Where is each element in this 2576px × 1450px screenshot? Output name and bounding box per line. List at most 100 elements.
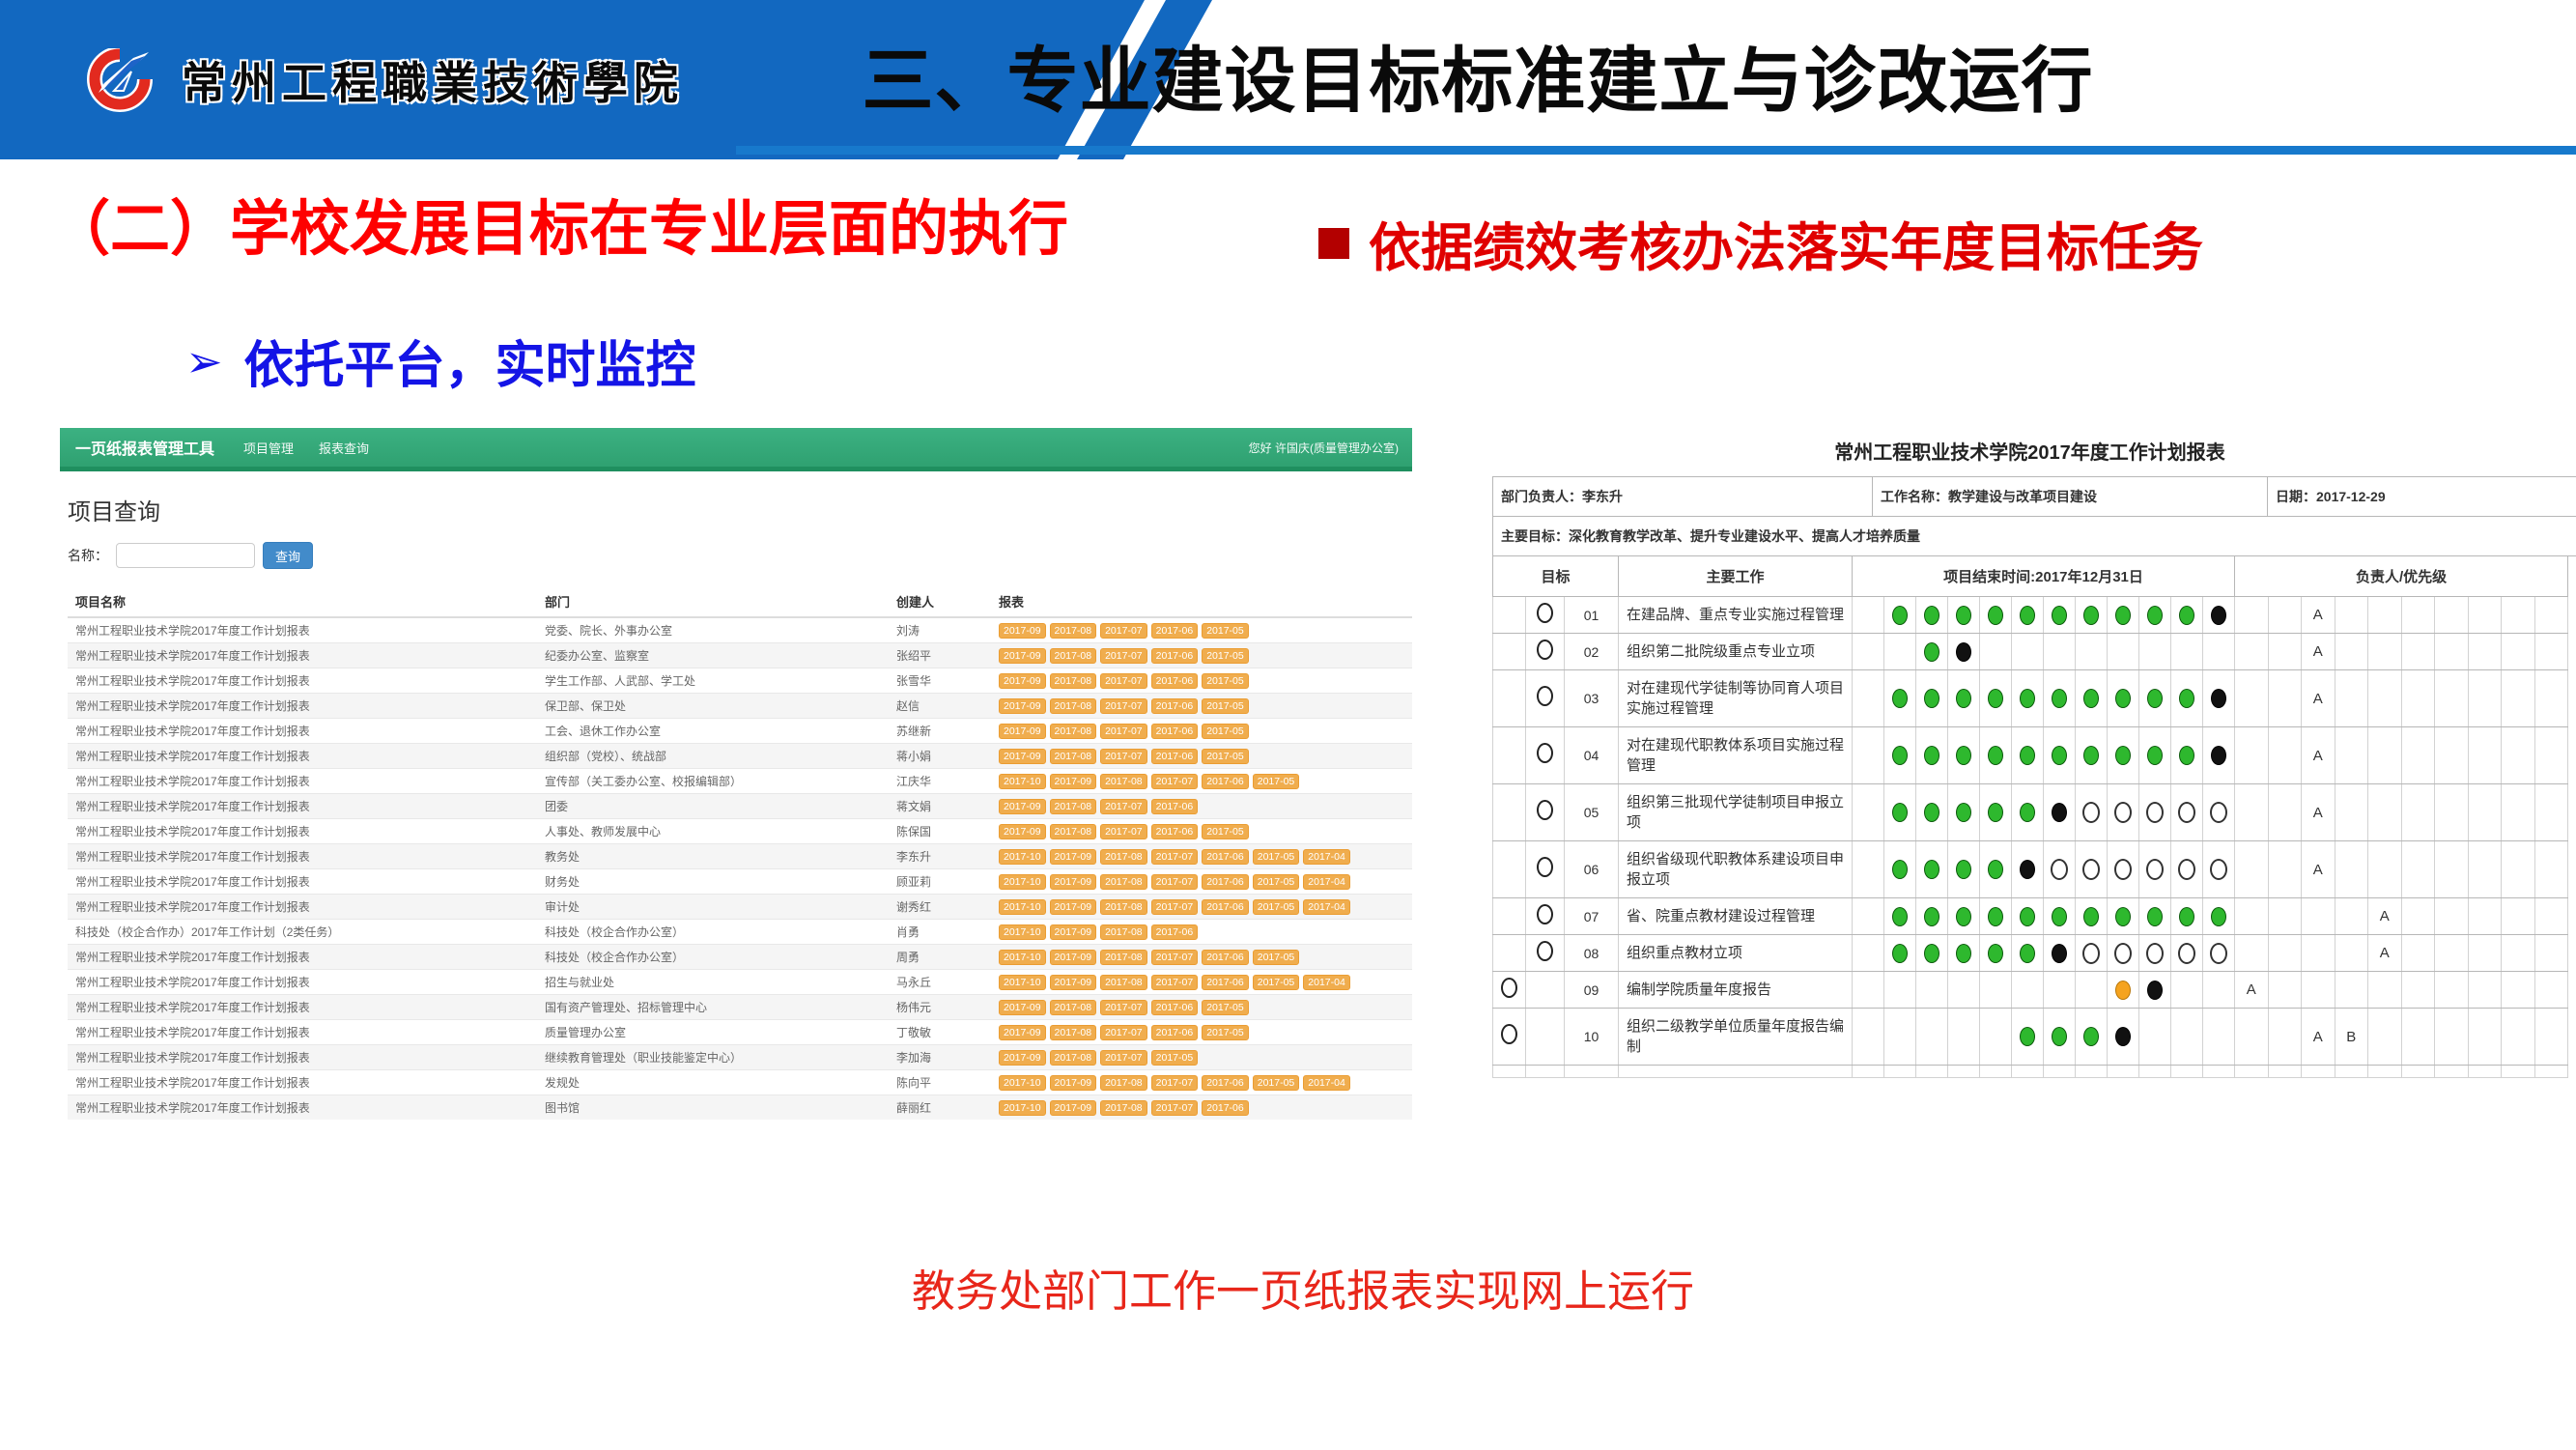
- nav-item-project-manage[interactable]: 项目管理: [243, 441, 295, 456]
- project-name-cell[interactable]: 常州工程职业技术学院2017年度工作计划报表: [68, 1019, 537, 1045]
- report-month-badge[interactable]: 2017-06: [1150, 697, 1199, 714]
- project-name-cell[interactable]: 常州工程职业技术学院2017年度工作计划报表: [68, 1044, 537, 1070]
- report-month-badge[interactable]: 2017-07: [1100, 723, 1147, 739]
- report-month-badge[interactable]: 2017-06: [1150, 823, 1199, 839]
- report-month-badge[interactable]: 2017-08: [1049, 999, 1097, 1015]
- project-name-cell[interactable]: 常州工程职业技术学院2017年度工作计划报表: [68, 616, 537, 643]
- report-month-badge[interactable]: 2017-09: [1049, 1074, 1097, 1091]
- report-month-badge[interactable]: 2017-07: [1100, 748, 1147, 764]
- report-month-badge[interactable]: 2017-09: [999, 823, 1046, 839]
- report-month-badge[interactable]: 2017-06: [1150, 622, 1199, 639]
- project-name-cell[interactable]: 常州工程职业技术学院2017年度工作计划报表: [68, 969, 537, 995]
- report-month-badge[interactable]: 2017-10: [999, 773, 1046, 789]
- report-month-badge[interactable]: 2017-08: [1100, 949, 1147, 965]
- report-month-badge[interactable]: 2017-06: [1150, 672, 1199, 689]
- report-month-badge[interactable]: 2017-07: [1100, 622, 1147, 639]
- report-month-badge[interactable]: 2017-07: [1150, 848, 1199, 865]
- report-month-badge[interactable]: 2017-09: [1049, 773, 1097, 789]
- report-month-badge[interactable]: 2017-08: [1049, 647, 1097, 664]
- report-month-badge[interactable]: 2017-10: [999, 873, 1046, 890]
- project-name-cell[interactable]: 常州工程职业技术学院2017年度工作计划报表: [68, 668, 537, 694]
- report-month-badge[interactable]: 2017-08: [1049, 798, 1097, 814]
- report-month-badge[interactable]: 2017-05: [1150, 1049, 1199, 1066]
- project-name-cell[interactable]: 常州工程职业技术学院2017年度工作计划报表: [68, 718, 537, 744]
- project-name-cell[interactable]: 常州工程职业技术学院2017年度工作计划报表: [68, 868, 537, 895]
- report-month-badge[interactable]: 2017-05: [1202, 723, 1249, 739]
- report-month-badge[interactable]: 2017-08: [1100, 924, 1147, 940]
- project-name-cell[interactable]: 常州工程职业技术学院2017年度工作计划报表: [68, 793, 537, 819]
- report-month-badge[interactable]: 2017-09: [1049, 949, 1097, 965]
- report-month-badge[interactable]: 2017-05: [1252, 898, 1300, 915]
- report-month-badge[interactable]: 2017-05: [1202, 1024, 1249, 1040]
- report-month-badge[interactable]: 2017-08: [1100, 898, 1147, 915]
- report-month-badge[interactable]: 2017-05: [1252, 873, 1300, 890]
- report-month-badge[interactable]: 2017-10: [999, 848, 1046, 865]
- report-month-badge[interactable]: 2017-10: [999, 974, 1046, 990]
- report-month-badge[interactable]: 2017-06: [1202, 898, 1249, 915]
- report-month-badge[interactable]: 2017-09: [999, 1024, 1046, 1040]
- report-month-badge[interactable]: 2017-09: [999, 999, 1046, 1015]
- report-month-badge[interactable]: 2017-09: [999, 697, 1046, 714]
- report-month-badge[interactable]: 2017-06: [1150, 999, 1199, 1015]
- report-month-badge[interactable]: 2017-07: [1100, 1049, 1147, 1066]
- report-month-badge[interactable]: 2017-08: [1100, 873, 1147, 890]
- project-name-cell[interactable]: 常州工程职业技术学院2017年度工作计划报表: [68, 1069, 537, 1095]
- report-month-badge[interactable]: 2017-04: [1303, 848, 1350, 865]
- report-month-badge[interactable]: 2017-06: [1150, 1024, 1199, 1040]
- nav-item-report-query[interactable]: 报表查询: [319, 441, 370, 456]
- report-month-badge[interactable]: 2017-05: [1202, 622, 1249, 639]
- report-month-badge[interactable]: 2017-08: [1049, 622, 1097, 639]
- report-month-badge[interactable]: 2017-05: [1252, 949, 1300, 965]
- report-month-badge[interactable]: 2017-06: [1202, 949, 1249, 965]
- report-month-badge[interactable]: 2017-07: [1100, 672, 1147, 689]
- report-month-badge[interactable]: 2017-07: [1100, 647, 1147, 664]
- report-month-badge[interactable]: 2017-09: [1049, 848, 1097, 865]
- report-month-badge[interactable]: 2017-10: [999, 949, 1046, 965]
- report-month-badge[interactable]: 2017-09: [999, 672, 1046, 689]
- report-month-badge[interactable]: 2017-08: [1049, 1024, 1097, 1040]
- project-name-cell[interactable]: 科技处（校企合作办）2017年工作计划（2类任务）: [68, 919, 537, 945]
- report-month-badge[interactable]: 2017-07: [1150, 1099, 1199, 1116]
- report-month-badge[interactable]: 2017-08: [1100, 974, 1147, 990]
- project-name-cell[interactable]: 常州工程职业技术学院2017年度工作计划报表: [68, 768, 537, 794]
- report-month-badge[interactable]: 2017-07: [1150, 773, 1199, 789]
- report-month-badge[interactable]: 2017-08: [1049, 1049, 1097, 1066]
- report-month-badge[interactable]: 2017-06: [1150, 924, 1199, 940]
- report-month-badge[interactable]: 2017-06: [1150, 748, 1199, 764]
- report-month-badge[interactable]: 2017-09: [1049, 974, 1097, 990]
- report-month-badge[interactable]: 2017-09: [999, 748, 1046, 764]
- report-month-badge[interactable]: 2017-05: [1252, 974, 1300, 990]
- report-month-badge[interactable]: 2017-09: [999, 1049, 1046, 1066]
- report-month-badge[interactable]: 2017-05: [1252, 848, 1300, 865]
- report-month-badge[interactable]: 2017-05: [1202, 647, 1249, 664]
- report-month-badge[interactable]: 2017-10: [999, 1074, 1046, 1091]
- tool-brand[interactable]: 一页纸报表管理工具: [75, 441, 215, 458]
- report-month-badge[interactable]: 2017-10: [999, 924, 1046, 940]
- report-month-badge[interactable]: 2017-07: [1100, 697, 1147, 714]
- report-month-badge[interactable]: 2017-09: [999, 647, 1046, 664]
- report-month-badge[interactable]: 2017-06: [1150, 723, 1199, 739]
- report-month-badge[interactable]: 2017-08: [1100, 1099, 1147, 1116]
- report-month-badge[interactable]: 2017-06: [1150, 798, 1199, 814]
- report-month-badge[interactable]: 2017-09: [1049, 924, 1097, 940]
- report-month-badge[interactable]: 2017-07: [1150, 949, 1199, 965]
- report-month-badge[interactable]: 2017-07: [1100, 1024, 1147, 1040]
- report-month-badge[interactable]: 2017-06: [1202, 1074, 1249, 1091]
- report-month-badge[interactable]: 2017-09: [1049, 1099, 1097, 1116]
- report-month-badge[interactable]: 2017-07: [1150, 1074, 1199, 1091]
- report-month-badge[interactable]: 2017-05: [1202, 697, 1249, 714]
- report-month-badge[interactable]: 2017-10: [999, 898, 1046, 915]
- project-name-cell[interactable]: 常州工程职业技术学院2017年度工作计划报表: [68, 743, 537, 769]
- project-name-cell[interactable]: 常州工程职业技术学院2017年度工作计划报表: [68, 1095, 537, 1120]
- report-month-badge[interactable]: 2017-06: [1202, 974, 1249, 990]
- report-month-badge[interactable]: 2017-06: [1202, 873, 1249, 890]
- report-month-badge[interactable]: 2017-06: [1202, 773, 1249, 789]
- report-month-badge[interactable]: 2017-05: [1202, 823, 1249, 839]
- report-month-badge[interactable]: 2017-04: [1303, 898, 1350, 915]
- report-month-badge[interactable]: 2017-05: [1252, 1074, 1300, 1091]
- report-month-badge[interactable]: 2017-08: [1049, 723, 1097, 739]
- report-month-badge[interactable]: 2017-08: [1049, 748, 1097, 764]
- report-month-badge[interactable]: 2017-07: [1100, 798, 1147, 814]
- navbar-user[interactable]: 您好 许国庆(质量管理办公室): [1248, 441, 1399, 455]
- report-month-badge[interactable]: 2017-09: [1049, 873, 1097, 890]
